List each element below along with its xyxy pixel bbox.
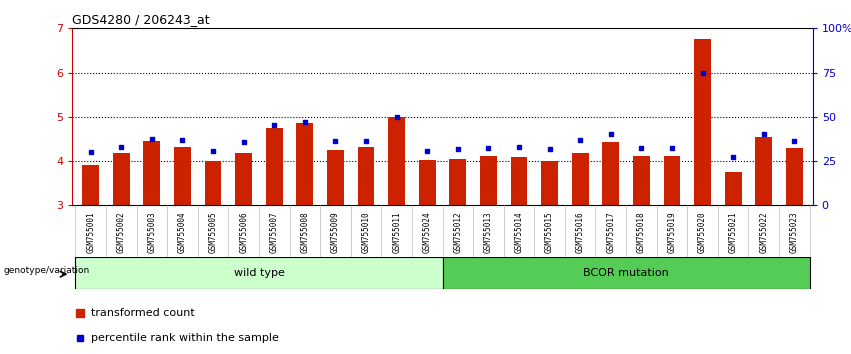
Text: GSM755014: GSM755014 bbox=[515, 211, 523, 253]
Bar bbox=[113, 153, 129, 205]
Text: GDS4280 / 206243_at: GDS4280 / 206243_at bbox=[72, 13, 210, 26]
Bar bbox=[443, 257, 809, 289]
Bar bbox=[327, 150, 344, 205]
Text: GSM755004: GSM755004 bbox=[178, 211, 187, 253]
Bar bbox=[541, 161, 558, 205]
Text: GSM755018: GSM755018 bbox=[637, 211, 646, 253]
Text: genotype/variation: genotype/variation bbox=[4, 267, 90, 275]
Text: GSM755019: GSM755019 bbox=[667, 211, 677, 253]
Bar bbox=[204, 161, 221, 205]
Bar bbox=[725, 172, 741, 205]
Bar bbox=[511, 157, 528, 205]
Text: GSM755015: GSM755015 bbox=[545, 211, 554, 253]
Text: GSM755011: GSM755011 bbox=[392, 211, 401, 253]
Bar bbox=[756, 137, 772, 205]
Bar bbox=[633, 156, 650, 205]
Bar bbox=[603, 143, 620, 205]
Text: percentile rank within the sample: percentile rank within the sample bbox=[91, 333, 279, 343]
Text: wild type: wild type bbox=[233, 268, 284, 278]
Bar bbox=[694, 39, 711, 205]
Bar bbox=[388, 117, 405, 205]
Text: BCOR mutation: BCOR mutation bbox=[583, 268, 669, 278]
Bar bbox=[419, 160, 436, 205]
Bar bbox=[76, 257, 443, 289]
Text: GSM755017: GSM755017 bbox=[606, 211, 615, 253]
Bar bbox=[266, 128, 283, 205]
Text: GSM755023: GSM755023 bbox=[790, 211, 799, 253]
Bar bbox=[786, 148, 802, 205]
Text: transformed count: transformed count bbox=[91, 308, 195, 318]
Text: GSM755021: GSM755021 bbox=[728, 211, 738, 253]
Bar bbox=[83, 166, 99, 205]
Bar bbox=[144, 141, 160, 205]
Bar bbox=[357, 147, 374, 205]
Text: GSM755003: GSM755003 bbox=[147, 211, 157, 253]
Text: GSM755020: GSM755020 bbox=[698, 211, 707, 253]
Bar bbox=[572, 153, 589, 205]
Bar bbox=[480, 156, 497, 205]
Text: GSM755007: GSM755007 bbox=[270, 211, 279, 253]
Text: GSM755006: GSM755006 bbox=[239, 211, 248, 253]
Text: GSM755016: GSM755016 bbox=[575, 211, 585, 253]
Text: GSM755005: GSM755005 bbox=[208, 211, 218, 253]
Bar bbox=[449, 159, 466, 205]
Bar bbox=[664, 156, 681, 205]
Text: GSM755024: GSM755024 bbox=[423, 211, 431, 253]
Text: GSM755002: GSM755002 bbox=[117, 211, 126, 253]
Bar bbox=[174, 147, 191, 205]
Bar bbox=[296, 124, 313, 205]
Text: GSM755010: GSM755010 bbox=[362, 211, 370, 253]
Text: GSM755008: GSM755008 bbox=[300, 211, 310, 253]
Text: GSM755013: GSM755013 bbox=[484, 211, 493, 253]
Text: GSM755009: GSM755009 bbox=[331, 211, 340, 253]
Bar bbox=[235, 153, 252, 205]
Text: GSM755012: GSM755012 bbox=[454, 211, 462, 253]
Text: GSM755022: GSM755022 bbox=[759, 211, 768, 253]
Text: GSM755001: GSM755001 bbox=[86, 211, 95, 253]
